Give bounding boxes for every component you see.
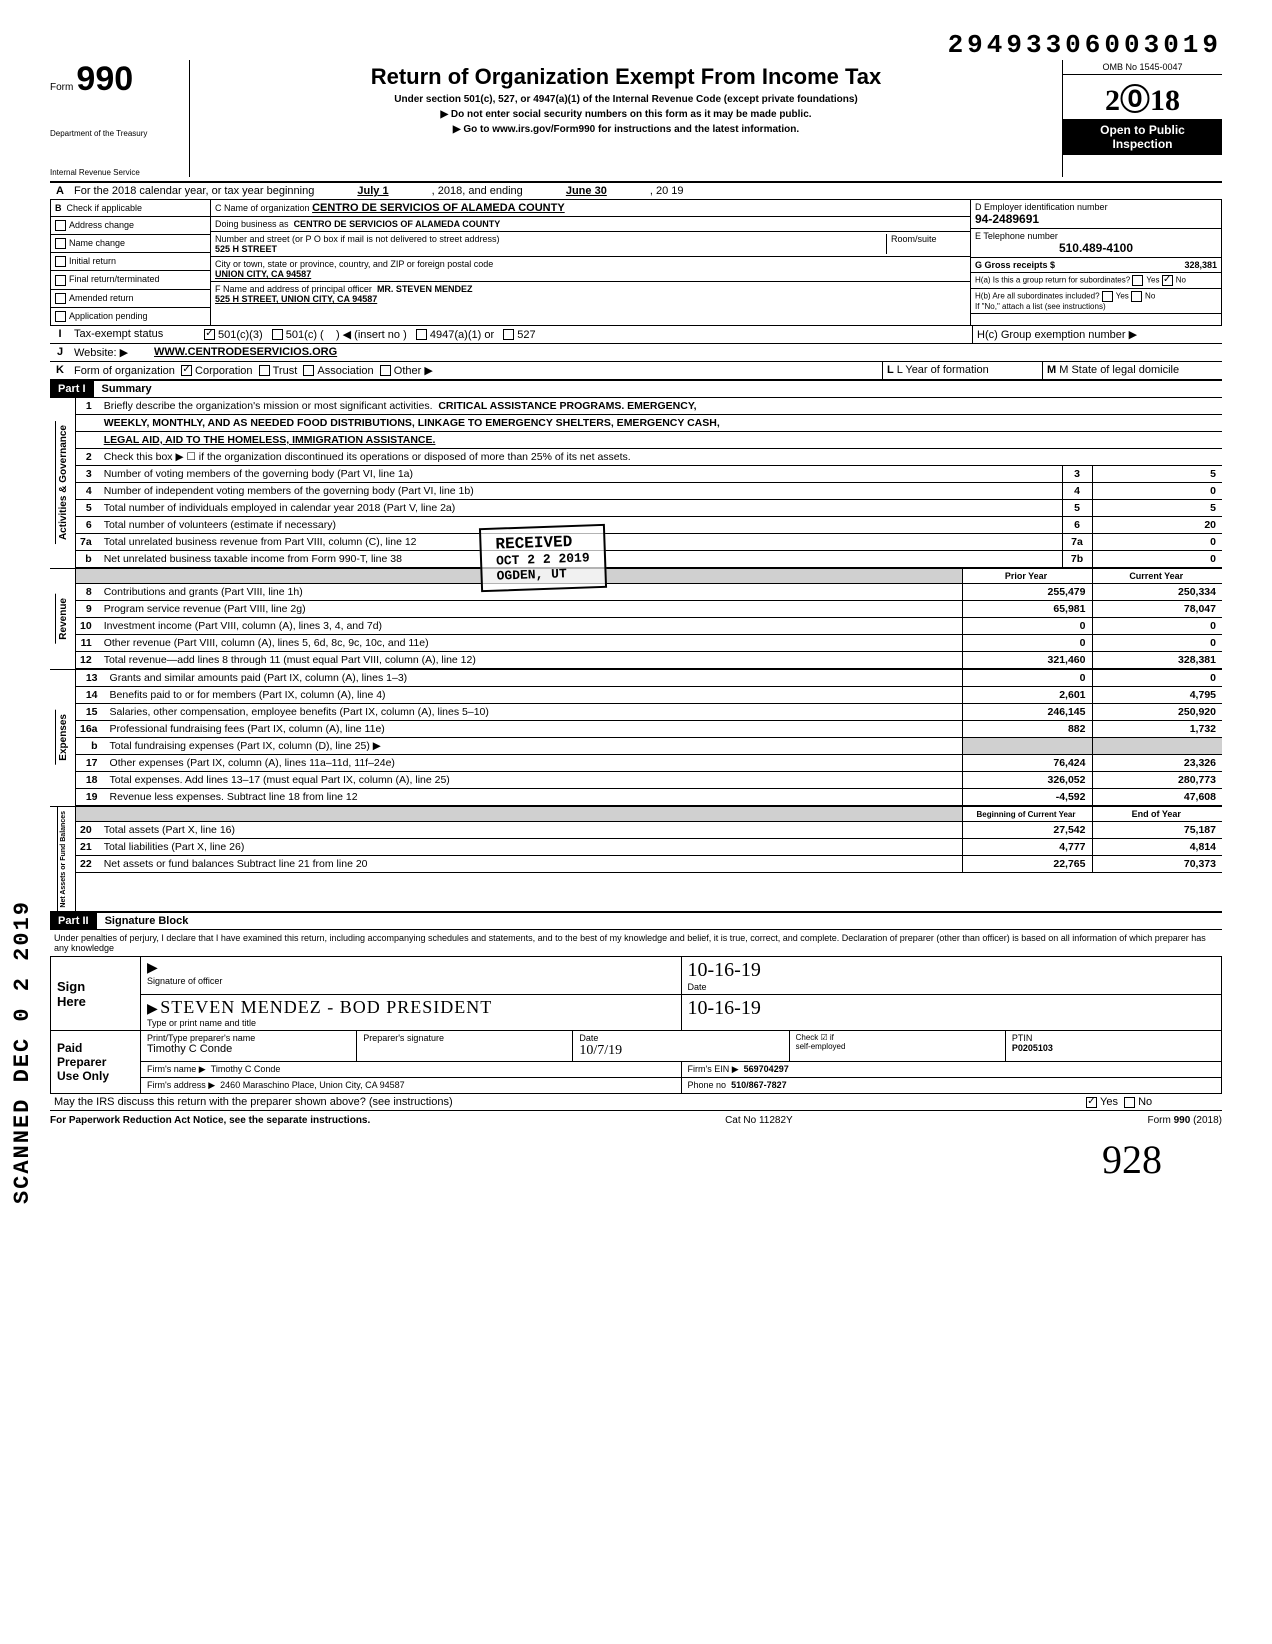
part2-header: Part II Signature Block bbox=[50, 912, 1222, 930]
form-title: Return of Organization Exempt From Incom… bbox=[198, 64, 1054, 90]
tax-year: 2⓪201818 bbox=[1063, 75, 1222, 119]
prep-date: 10/7/19 bbox=[579, 1043, 622, 1058]
part1-header: Part I Summary bbox=[50, 380, 1222, 398]
sig-date2: 10-16-19 bbox=[688, 997, 761, 1019]
ha-yes[interactable] bbox=[1132, 275, 1143, 286]
ptin: P0205103 bbox=[1012, 1043, 1053, 1053]
line-i: I Tax-exempt status 501(c)(3) 501(c) ( )… bbox=[50, 326, 1222, 344]
check-amended[interactable] bbox=[55, 293, 66, 304]
check-final[interactable] bbox=[55, 275, 66, 286]
identity-block: B Check if applicable Address change Nam… bbox=[50, 200, 1222, 326]
scanned-stamp: SCANNED DEC 0 2 2019 bbox=[10, 900, 35, 1204]
instruction-ssn: ▶ Do not enter social security numbers o… bbox=[198, 109, 1054, 120]
instruction-url: ▶ Go to www.irs.gov/Form990 for instruct… bbox=[198, 124, 1054, 135]
website: WWW.CENTRODESERVICIOS.ORG bbox=[150, 344, 1222, 361]
check-trust[interactable] bbox=[259, 365, 270, 376]
sig-date: 10-16-19 bbox=[688, 959, 761, 981]
hb-yes[interactable] bbox=[1102, 291, 1113, 302]
ha-no[interactable] bbox=[1162, 275, 1173, 286]
firm-phone: 510/867-7827 bbox=[731, 1080, 787, 1090]
omb-number: OMB No 1545-0047 bbox=[1063, 60, 1222, 75]
org-name: CENTRO DE SERVICIOS OF ALAMEDA COUNTY bbox=[312, 202, 565, 214]
discuss-yes[interactable] bbox=[1086, 1097, 1097, 1108]
firm-ein: 569704297 bbox=[744, 1064, 789, 1074]
check-assoc[interactable] bbox=[303, 365, 314, 376]
check-application[interactable] bbox=[55, 311, 66, 322]
org-city: UNION CITY, CA 94587 bbox=[215, 269, 311, 279]
dept-treasury: Department of the Treasury bbox=[50, 129, 183, 138]
check-501c3[interactable] bbox=[204, 329, 215, 340]
form-header: Form 990 Department of the Treasury Inte… bbox=[50, 60, 1222, 183]
firm-name: Timothy C Conde bbox=[211, 1064, 281, 1074]
check-4947[interactable] bbox=[416, 329, 427, 340]
preparer-name: Timothy C Conde bbox=[147, 1043, 232, 1055]
form-subtitle: Under section 501(c), 527, or 4947(a)(1)… bbox=[198, 94, 1054, 105]
check-501c[interactable] bbox=[272, 329, 283, 340]
check-527[interactable] bbox=[503, 329, 514, 340]
revenue-section: Revenue Prior YearCurrent Year 8Contribu… bbox=[50, 569, 1222, 670]
check-address[interactable] bbox=[55, 220, 66, 231]
discuss-row: May the IRS discuss this return with the… bbox=[50, 1094, 1222, 1111]
activities-governance: Activities & Governance 1Briefly describ… bbox=[50, 398, 1222, 569]
phone: 510.489-4100 bbox=[975, 241, 1217, 255]
org-street: 525 H STREET bbox=[215, 244, 277, 254]
form-number: 990 bbox=[76, 60, 133, 98]
officer-name: MR. STEVEN MENDEZ bbox=[377, 284, 473, 294]
net-assets-section: Net Assets or Fund Balances Beginning of… bbox=[50, 807, 1222, 913]
firm-addr: 2460 Maraschino Place, Union City, CA 94… bbox=[220, 1080, 404, 1090]
expenses-section: Expenses 13Grants and similar amounts pa… bbox=[50, 670, 1222, 807]
ein: 94-2489691 bbox=[975, 212, 1039, 226]
signature-block: Sign Here ▶ Signature of officer 10-16-1… bbox=[50, 957, 1222, 1094]
page-footer: For Paperwork Reduction Act Notice, see … bbox=[50, 1115, 1222, 1126]
org-dba: CENTRO DE SERVICIOS OF ALAMEDA COUNTY bbox=[294, 219, 501, 229]
form-label: Form bbox=[50, 82, 73, 93]
line-k: K Form of organization Corporation Trust… bbox=[50, 362, 1222, 380]
officer-addr: 525 H STREET, UNION CITY, CA 94587 bbox=[215, 294, 377, 304]
dept-irs: Internal Revenue Service bbox=[50, 168, 183, 177]
officer-name-hw: STEVEN MENDEZ - BOD PRESIDENT bbox=[160, 997, 492, 1017]
check-initial[interactable] bbox=[55, 256, 66, 267]
check-corp[interactable] bbox=[181, 365, 192, 376]
open-public: Open to PublicInspection bbox=[1063, 119, 1222, 155]
gross-receipts: 328,381 bbox=[1184, 260, 1217, 270]
perjury-statement: Under penalties of perjury, I declare th… bbox=[50, 930, 1222, 957]
check-other[interactable] bbox=[380, 365, 391, 376]
document-id-number: 29493306003019 bbox=[50, 30, 1222, 60]
hb-no[interactable] bbox=[1131, 291, 1142, 302]
line-a: A For the 2018 calendar year, or tax yea… bbox=[50, 183, 1222, 200]
line-j: J Website: ▶ WWW.CENTRODESERVICIOS.ORG bbox=[50, 344, 1222, 362]
discuss-no[interactable] bbox=[1124, 1097, 1135, 1108]
handwritten-initial: 928 bbox=[50, 1136, 1222, 1183]
check-name[interactable] bbox=[55, 238, 66, 249]
